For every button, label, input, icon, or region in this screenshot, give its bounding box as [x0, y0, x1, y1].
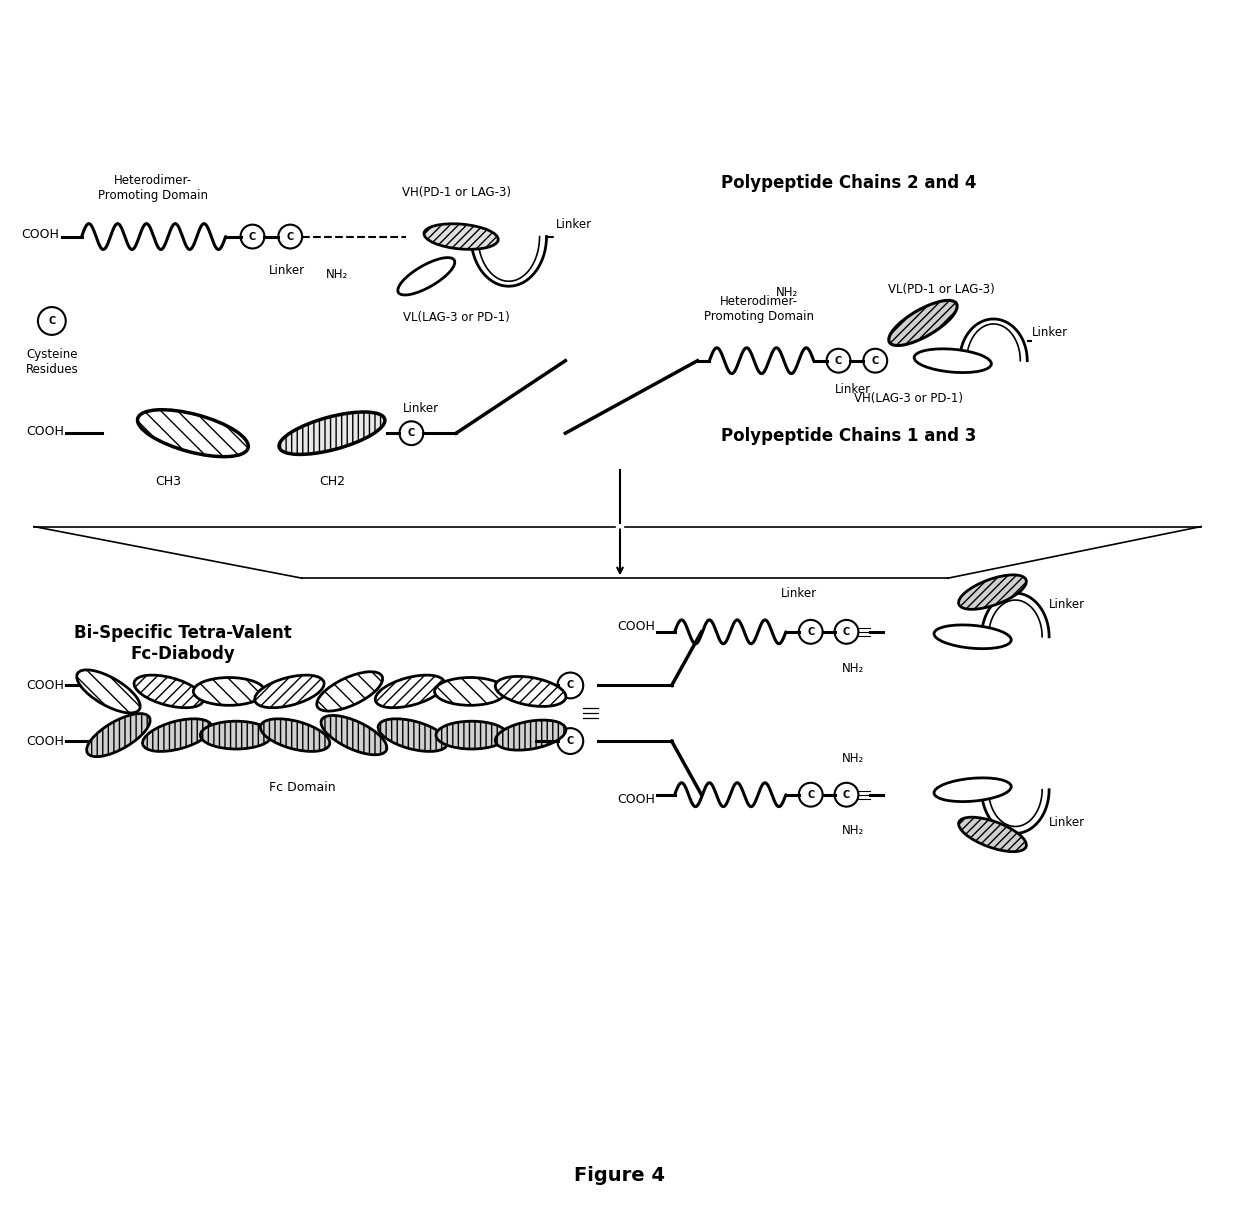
- Text: C: C: [567, 681, 574, 691]
- Ellipse shape: [316, 671, 383, 711]
- Text: Polypeptide Chains 2 and 4: Polypeptide Chains 2 and 4: [720, 174, 976, 192]
- Text: COOH: COOH: [616, 620, 655, 634]
- Text: Linker: Linker: [1049, 816, 1085, 829]
- Text: C: C: [807, 789, 815, 800]
- Ellipse shape: [260, 719, 330, 751]
- Text: CH3: CH3: [155, 475, 181, 488]
- Ellipse shape: [914, 348, 991, 373]
- Text: COOH: COOH: [21, 228, 58, 242]
- Ellipse shape: [934, 778, 1011, 801]
- Text: COOH: COOH: [26, 425, 63, 438]
- Text: Bi-Specific Tetra-Valent
Fc-Diabody: Bi-Specific Tetra-Valent Fc-Diabody: [74, 624, 291, 663]
- Text: NH₂: NH₂: [842, 824, 864, 838]
- Text: Fc Domain: Fc Domain: [269, 781, 336, 794]
- Text: COOH: COOH: [26, 679, 63, 692]
- Text: C: C: [843, 789, 851, 800]
- Text: C: C: [835, 356, 842, 365]
- Ellipse shape: [889, 300, 957, 346]
- Text: VL(PD-1 or LAG-3): VL(PD-1 or LAG-3): [888, 283, 994, 296]
- Text: Linker: Linker: [836, 382, 872, 396]
- Ellipse shape: [254, 675, 324, 708]
- Ellipse shape: [959, 575, 1027, 609]
- Ellipse shape: [959, 817, 1027, 852]
- Text: NH₂: NH₂: [326, 268, 348, 280]
- Text: C: C: [48, 316, 56, 327]
- Ellipse shape: [143, 719, 212, 751]
- Ellipse shape: [138, 410, 248, 456]
- Text: C: C: [843, 626, 851, 637]
- Ellipse shape: [434, 677, 506, 705]
- Text: Linker: Linker: [403, 402, 439, 415]
- Ellipse shape: [201, 721, 272, 749]
- Ellipse shape: [495, 720, 565, 750]
- Ellipse shape: [193, 677, 265, 705]
- Text: Polypeptide Chains 1 and 3: Polypeptide Chains 1 and 3: [720, 427, 976, 446]
- Text: NH₂: NH₂: [842, 662, 864, 675]
- Text: Linker: Linker: [556, 219, 591, 231]
- Text: Linker: Linker: [1032, 327, 1069, 340]
- Ellipse shape: [424, 223, 498, 249]
- Ellipse shape: [436, 721, 507, 749]
- Ellipse shape: [398, 257, 455, 295]
- Ellipse shape: [279, 412, 384, 454]
- Ellipse shape: [77, 670, 140, 713]
- Text: C: C: [807, 626, 815, 637]
- Text: COOH: COOH: [26, 734, 63, 748]
- Ellipse shape: [87, 714, 150, 756]
- Ellipse shape: [376, 675, 445, 708]
- Ellipse shape: [321, 715, 387, 755]
- Ellipse shape: [495, 676, 565, 707]
- Text: C: C: [249, 232, 257, 242]
- Text: Linker: Linker: [1049, 597, 1085, 611]
- Text: Heterodimer-
Promoting Domain: Heterodimer- Promoting Domain: [98, 174, 208, 202]
- Ellipse shape: [378, 719, 448, 751]
- Text: Cysteine
Residues: Cysteine Residues: [26, 347, 78, 376]
- Text: C: C: [286, 232, 294, 242]
- Text: Linker: Linker: [781, 588, 817, 600]
- Text: Heterodimer-
Promoting Domain: Heterodimer- Promoting Domain: [704, 295, 813, 323]
- Text: Figure 4: Figure 4: [574, 1165, 666, 1185]
- Text: C: C: [567, 736, 574, 747]
- Text: COOH: COOH: [616, 793, 655, 806]
- Text: VL(LAG-3 or PD-1): VL(LAG-3 or PD-1): [403, 311, 510, 324]
- Text: Linker: Linker: [269, 265, 305, 277]
- Text: CH2: CH2: [319, 475, 345, 488]
- Ellipse shape: [134, 675, 203, 708]
- Text: C: C: [408, 429, 415, 438]
- Text: NH₂: NH₂: [842, 751, 864, 765]
- Text: VH(PD-1 or LAG-3): VH(PD-1 or LAG-3): [402, 186, 511, 199]
- Text: C: C: [872, 356, 879, 365]
- Ellipse shape: [934, 625, 1011, 648]
- Text: NH₂: NH₂: [776, 287, 799, 299]
- Text: VH(LAG-3 or PD-1): VH(LAG-3 or PD-1): [853, 392, 962, 405]
